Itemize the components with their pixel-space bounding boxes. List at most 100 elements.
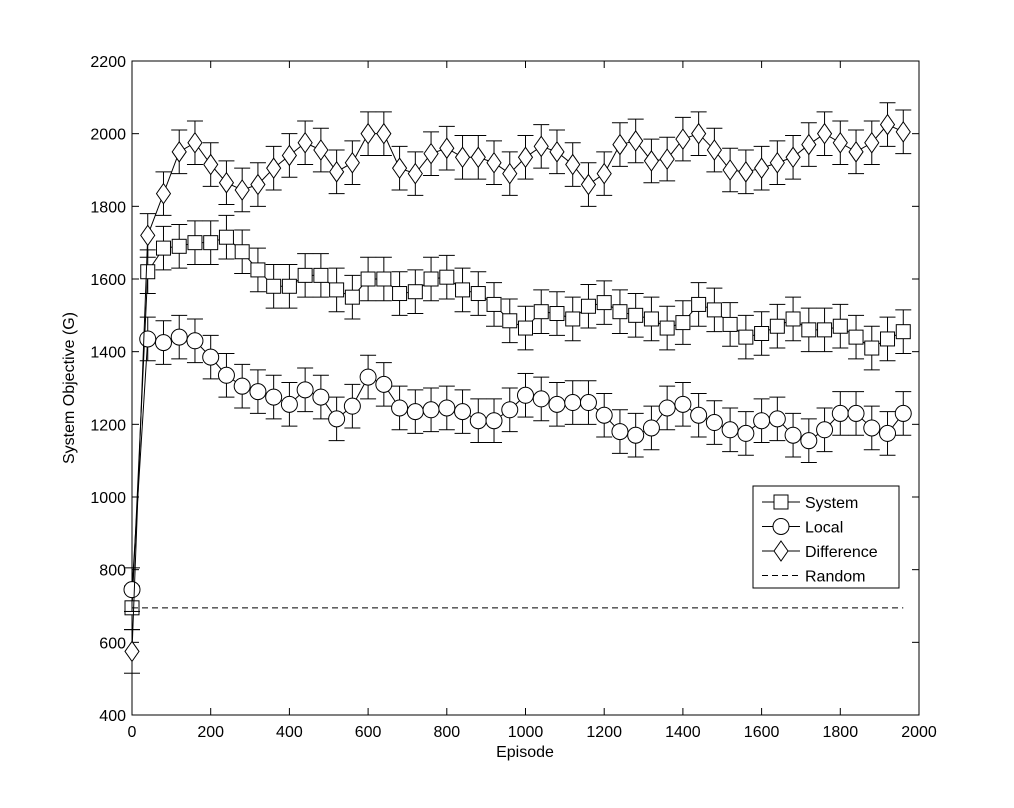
data-point-local [611, 423, 629, 441]
data-point-difference [769, 151, 785, 174]
data-point-difference [281, 144, 298, 167]
data-point-system [155, 240, 171, 256]
x-tick-label: 800 [433, 724, 460, 741]
data-point-local [532, 390, 550, 408]
data-point-local [170, 328, 188, 346]
x-tick-label: 2000 [901, 724, 937, 741]
data-point-local [265, 388, 283, 406]
data-point-system [266, 278, 282, 294]
data-point-local [359, 368, 377, 386]
data-point-difference [675, 128, 691, 150]
data-point-local [391, 399, 409, 417]
y-tick-label: 1400 [90, 345, 126, 362]
data-point-system [392, 286, 408, 302]
y-tick-label: 1600 [90, 272, 126, 289]
data-point-difference [565, 153, 581, 176]
data-point-system [502, 313, 518, 329]
data-point-local [705, 414, 723, 432]
legend-label-system: System [805, 495, 858, 512]
data-point-local [328, 410, 346, 428]
legend-item-system: System [762, 494, 858, 512]
data-point-system [360, 271, 376, 287]
data-point-difference [612, 133, 628, 156]
data-point-difference [706, 139, 722, 161]
legend-item-local: Local [762, 518, 843, 537]
data-point-difference [643, 150, 660, 172]
data-point-difference [470, 146, 486, 169]
data-point-difference [517, 146, 534, 169]
data-point-difference [454, 146, 471, 169]
data-point-system [297, 267, 313, 283]
data-point-difference [659, 148, 675, 170]
data-point-system [439, 269, 455, 285]
data-point-system [376, 271, 392, 287]
data-point-local [863, 419, 881, 437]
data-point-local [753, 412, 771, 430]
data-point-system [864, 340, 880, 356]
x-tick-label: 1600 [744, 724, 780, 741]
data-point-difference [203, 153, 219, 176]
y-tick-label: 1200 [90, 417, 126, 434]
data-point-local [690, 406, 708, 424]
data-point-local [721, 421, 739, 439]
data-point-difference [124, 640, 140, 663]
data-point-system [234, 244, 250, 260]
legend: System Local Difference Random [752, 485, 900, 589]
data-point-local [217, 366, 235, 384]
data-point-local [627, 426, 645, 444]
data-point-difference [234, 179, 250, 201]
data-point-system [580, 298, 596, 314]
data-point-local [879, 424, 897, 442]
data-point-system [470, 286, 486, 302]
data-point-local [517, 386, 534, 404]
data-point-system [643, 311, 659, 327]
data-point-local [548, 395, 566, 413]
data-point-local [595, 406, 613, 424]
data-point-system [344, 289, 360, 305]
data-point-local [642, 419, 660, 437]
legend-item-difference: Difference [762, 540, 878, 562]
series-local [123, 314, 912, 612]
data-point-system [407, 284, 423, 300]
data-point-system [785, 311, 801, 327]
legend-label-random: Random [805, 569, 865, 586]
data-point-system [738, 329, 754, 345]
data-point-local [800, 432, 818, 450]
data-point-local [847, 404, 865, 422]
data-point-local [469, 412, 487, 430]
x-axis-label: Episode [496, 744, 554, 761]
series-layer [123, 102, 912, 674]
y-tick-label: 2000 [90, 127, 126, 144]
data-point-local [454, 403, 472, 421]
x-tick-label: 200 [197, 724, 224, 741]
data-point-difference [738, 160, 754, 183]
series-difference [124, 102, 912, 674]
data-point-difference [832, 131, 848, 154]
y-tick-label: 400 [99, 708, 126, 725]
data-point-local [768, 410, 786, 428]
data-point-difference [423, 142, 439, 165]
data-point-difference [297, 131, 313, 154]
y-axis-label: System Objective (G) [61, 312, 78, 464]
data-point-system [203, 235, 219, 251]
data-point-local [784, 426, 802, 444]
data-point-difference [266, 157, 282, 180]
x-tick-label: 400 [276, 724, 303, 741]
legend-marker-difference [773, 540, 789, 562]
data-point-difference [596, 162, 612, 185]
data-point-local [831, 404, 849, 422]
series-system [124, 214, 912, 631]
data-point-system [533, 304, 549, 320]
legend-label-difference: Difference [805, 544, 878, 561]
data-point-local [438, 399, 456, 417]
y-tick-label: 1800 [90, 199, 126, 216]
data-point-local [249, 383, 267, 401]
data-point-local [501, 401, 519, 419]
data-point-difference [313, 139, 329, 161]
x-axis: 0 200 400 600 800 1000 1200 1400 1600 1800 2000 [128, 61, 937, 741]
legend-item-random: Random [762, 569, 865, 586]
data-point-difference [879, 113, 896, 136]
data-point-system [706, 302, 722, 318]
data-point-local [343, 397, 361, 415]
